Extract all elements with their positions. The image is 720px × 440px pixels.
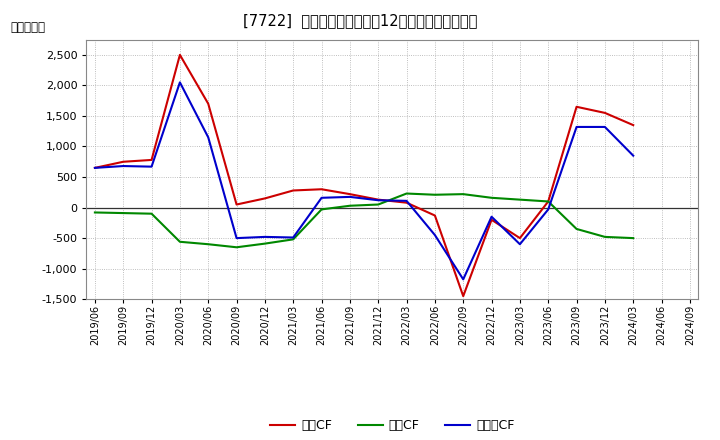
- 営業CF: [572, 104, 581, 110]
- フリーCF: [261, 234, 269, 239]
- 投資CF: [289, 237, 297, 242]
- Line: 投資CF: 投資CF: [95, 194, 633, 247]
- 営業CF: [148, 157, 156, 162]
- 営業CF: [176, 52, 184, 58]
- フリーCF: [600, 125, 609, 130]
- 営業CF: [261, 196, 269, 201]
- Line: フリーCF: フリーCF: [95, 82, 633, 279]
- フリーCF: [148, 164, 156, 169]
- 営業CF: [91, 165, 99, 171]
- Text: [7722]  キャッシュフローの12か月移動合計の推移: [7722] キャッシュフローの12か月移動合計の推移: [243, 13, 477, 28]
- フリーCF: [516, 242, 524, 247]
- 営業CF: [289, 188, 297, 193]
- 投資CF: [487, 195, 496, 201]
- フリーCF: [459, 277, 467, 282]
- 営業CF: [233, 202, 241, 207]
- フリーCF: [572, 125, 581, 130]
- 営業CF: [374, 197, 382, 202]
- 投資CF: [544, 199, 552, 204]
- フリーCF: [544, 207, 552, 212]
- 営業CF: [629, 122, 637, 128]
- フリーCF: [119, 163, 127, 169]
- フリーCF: [233, 235, 241, 241]
- 営業CF: [516, 235, 524, 241]
- 投資CF: [600, 234, 609, 239]
- 投資CF: [233, 245, 241, 250]
- 投資CF: [261, 241, 269, 246]
- 営業CF: [459, 293, 467, 299]
- 営業CF: [600, 110, 609, 116]
- フリーCF: [629, 153, 637, 158]
- フリーCF: [487, 214, 496, 220]
- 営業CF: [487, 217, 496, 223]
- フリーCF: [176, 80, 184, 85]
- フリーCF: [374, 198, 382, 203]
- 投資CF: [176, 239, 184, 245]
- 投資CF: [459, 191, 467, 197]
- 投資CF: [402, 191, 411, 196]
- フリーCF: [402, 198, 411, 203]
- 営業CF: [346, 191, 354, 197]
- フリーCF: [318, 195, 326, 201]
- 営業CF: [119, 159, 127, 165]
- フリーCF: [346, 194, 354, 199]
- 投資CF: [374, 202, 382, 207]
- フリーCF: [204, 135, 212, 140]
- 営業CF: [544, 199, 552, 204]
- Legend: 営業CF, 投資CF, フリーCF: 営業CF, 投資CF, フリーCF: [266, 414, 519, 437]
- 投資CF: [119, 210, 127, 216]
- 投資CF: [318, 207, 326, 212]
- 投資CF: [91, 210, 99, 215]
- Y-axis label: （百万円）: （百万円）: [11, 22, 46, 34]
- 投資CF: [148, 211, 156, 216]
- 投資CF: [516, 197, 524, 202]
- 投資CF: [572, 226, 581, 231]
- 投資CF: [629, 235, 637, 241]
- 投資CF: [204, 242, 212, 247]
- 営業CF: [318, 187, 326, 192]
- フリーCF: [91, 165, 99, 171]
- 投資CF: [431, 192, 439, 198]
- フリーCF: [289, 235, 297, 240]
- 営業CF: [204, 101, 212, 106]
- フリーCF: [431, 232, 439, 238]
- Line: 営業CF: 営業CF: [95, 55, 633, 296]
- 営業CF: [431, 213, 439, 218]
- 投資CF: [346, 203, 354, 209]
- 営業CF: [402, 200, 411, 205]
